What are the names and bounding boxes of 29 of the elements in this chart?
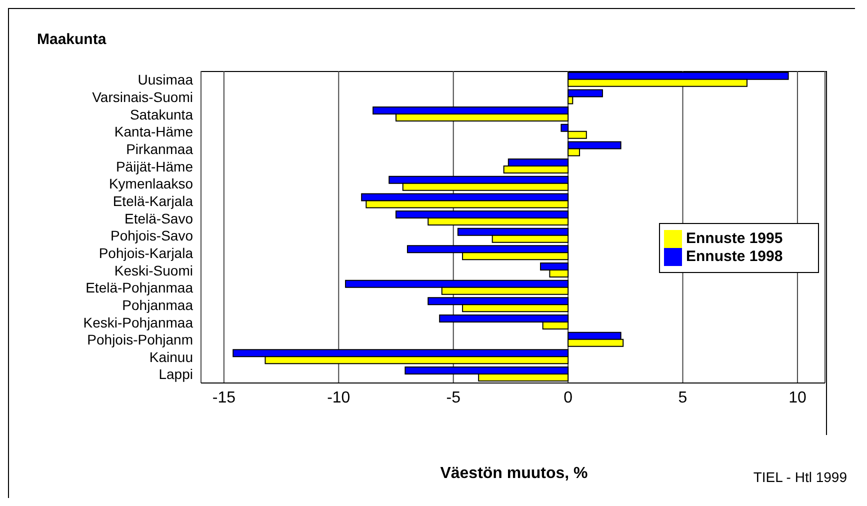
x-tick-label: 10 (788, 389, 806, 406)
text: TIEL - Htl 1999 (753, 469, 847, 485)
y-tick-label: Keski-Pohjanmaa (83, 314, 194, 330)
x-tick-label: 5 (678, 389, 688, 406)
y-tick-label: Kymenlaakso (108, 176, 194, 192)
y-tick-label: Pirkanmaa (126, 140, 194, 157)
y-tick-label: Kanta-Häme (114, 124, 194, 140)
y-tick-label: Pohjois-Pohjanm (87, 332, 193, 348)
legend-label: Ennuste 1998 (686, 248, 783, 266)
y-tick-label: Varsinais-Suomi (92, 88, 193, 105)
y-tick-label: Uusimaa (138, 72, 194, 88)
y-tick-label: Päijät-Häme (116, 158, 194, 174)
x-tick-label: -5 (446, 389, 461, 406)
y-tick-label: Pohjanmaa (122, 296, 194, 313)
x-tick-label: 0 (564, 389, 573, 406)
y-tick-label: Etelä-Karjala (112, 192, 194, 209)
y-tick-label: Keski-Suomi (114, 262, 193, 278)
y-tick-label: Satakunta (130, 106, 194, 122)
x-tick-label: -10 (327, 389, 350, 406)
x-axis-title: Väestön muutos, % (439, 465, 589, 483)
text: Maakunta (37, 31, 106, 48)
y-tick-label: Pohjois-Savo (110, 228, 194, 244)
y-tick-label: Etelä-Savo (124, 210, 194, 226)
legend-label: Ennuste 1995 (686, 230, 783, 247)
y-tick-label: Pohjois-Karjala (98, 244, 194, 261)
x-tick-label: -15 (212, 389, 236, 406)
y-tick-label: Lappi (158, 366, 193, 382)
y-tick-label: Etelä-Pohjanmaa (86, 280, 194, 296)
y-tick-label: Kainuu (149, 348, 193, 365)
